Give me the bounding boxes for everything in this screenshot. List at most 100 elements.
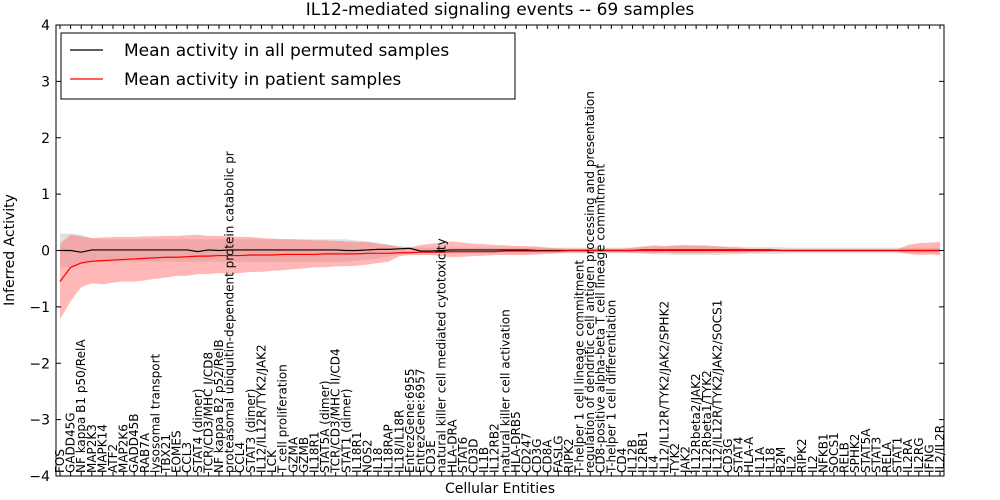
x-axis-label: Cellular Entities	[445, 481, 555, 497]
category-label: IL12B	[626, 439, 640, 473]
category-label: CCL4	[233, 442, 247, 473]
category-label: STAT5A (dimer)	[318, 380, 332, 473]
y-tick-label: 0	[41, 244, 50, 260]
category-label: CD4	[615, 448, 629, 473]
category-label: CD3G	[530, 438, 544, 473]
category-label: RIPK2	[795, 438, 809, 473]
category-label: GADD45G	[64, 412, 78, 473]
y-tick-label: −1	[29, 300, 50, 316]
category-label: lysosomal transport	[148, 353, 162, 473]
category-label: IL12RB2	[488, 423, 502, 473]
category-label: JAK2	[679, 446, 693, 474]
y-tick-label: 2	[41, 131, 50, 147]
y-tick-label: 3	[41, 74, 50, 90]
category-label: SPHK2	[848, 434, 862, 473]
category-label: IL1B	[477, 447, 491, 473]
y-tick-label: −4	[29, 469, 50, 485]
chart-title: IL12-mediated signaling events -- 69 sam…	[306, 0, 695, 20]
category-label: IL18	[371, 448, 385, 474]
category-label: IL12Rbeta2/JAK2	[689, 373, 703, 473]
category-label: RAB7A	[138, 432, 152, 473]
y-tick-label: 4	[41, 18, 50, 34]
category-label: RELA	[880, 441, 894, 473]
y-axis-label: Inferred Activity	[2, 194, 18, 306]
category-label: IL18R1	[307, 432, 321, 473]
category-label: NOS2	[360, 439, 374, 473]
category-label: IL2	[806, 455, 820, 473]
category-label: STAT1 (dimer)	[339, 389, 353, 473]
category-label: CD3D	[466, 439, 480, 474]
category-label: IL2RG	[912, 438, 926, 474]
category-label: IL12/IL12R/TYK2/JAK2/SPHK2	[657, 301, 671, 473]
category-label: TBX21	[159, 434, 173, 474]
category-label: NF kappa B2 p52/RelB	[212, 339, 226, 473]
category-label: MAPK14	[95, 424, 109, 473]
category-label: EntrezGene:6957	[413, 369, 427, 474]
category-label: IL18RAP	[382, 424, 396, 473]
category-label: CD8A	[541, 439, 555, 473]
category-label: ATF2	[106, 444, 120, 473]
y-axis: −4 −3 −2 −1 0 1 2 3 4	[29, 18, 944, 485]
category-label: IL18/IL18R	[392, 410, 406, 473]
category-label: RIPK2	[562, 438, 576, 473]
legend-box	[60, 32, 516, 100]
y-tick-label: −2	[29, 356, 50, 372]
category-label: IL12/IL12R/TYK2/JAK2/SOCS1	[710, 300, 724, 473]
category-label: regulation of dendritic cell antigen pro…	[583, 91, 597, 473]
category-label: natural killer cell activation	[498, 309, 512, 473]
category-label: SOCS1	[827, 432, 841, 473]
category-label: STAT4	[732, 437, 746, 473]
category-label: IL2/IL2R	[933, 425, 947, 473]
category-label: HLA-A	[742, 436, 756, 473]
y-tick-label: 1	[41, 187, 50, 203]
category-label: HLA-DRA	[445, 419, 459, 473]
category-label: T-helper 1 cell differentiation	[604, 300, 618, 474]
category-label: MAP2K6	[117, 424, 131, 473]
category-label: IL2RA	[901, 438, 915, 473]
category-label: IL18R1	[350, 432, 364, 473]
category-label: TCR/CD3/MHC I/CD8	[201, 352, 215, 474]
category-label: B2M	[774, 447, 788, 473]
legend-label-permuted: Mean activity in all permuted samples	[124, 41, 449, 61]
category-label: CD8-positive alpha-beta T cell lineage c…	[594, 164, 608, 473]
category-label: STAT3	[869, 437, 883, 473]
category-label: IFNG	[922, 444, 936, 473]
category-label: CCL3	[180, 442, 194, 473]
category-label: RELB	[838, 442, 852, 473]
category-label: IL2RB1	[636, 431, 650, 473]
category-label: STAT4 (dimer)	[191, 389, 205, 473]
category-label: GZMB	[297, 437, 311, 473]
series-line-patient	[59, 249, 940, 282]
category-label: T cell proliferation	[276, 364, 290, 474]
category-label: IL12/IL12R/TYK2/JAK2	[254, 344, 268, 473]
confidence-bands	[60, 233, 940, 320]
category-label: IL4	[647, 455, 661, 473]
category-label: HLA-DRB5	[509, 411, 523, 473]
category-label: IL12Rbeta1/TYK2	[700, 370, 714, 473]
category-label: GADD45B	[127, 414, 141, 474]
category-label: T-helper 1 cell lineage commitment	[573, 260, 587, 474]
category-label: NF kappa B1 p50/RelA	[74, 339, 88, 473]
category-label: MAP2K3	[85, 424, 99, 473]
category-label: TCR/CD3/MHC II/CD4	[329, 348, 343, 474]
category-label: CD3G	[721, 438, 735, 473]
band-patient	[60, 234, 940, 320]
category-label: STAT6	[456, 437, 470, 473]
category-label: LCK	[265, 449, 279, 473]
category-label: IL1A	[753, 446, 767, 473]
category-label: NFKB1	[816, 433, 830, 473]
category-label: EOMES	[170, 430, 184, 473]
category-label: STAT3 (dimer)	[244, 389, 258, 473]
legend: Mean activity in all permuted samples Me…	[60, 32, 516, 100]
y-tick-label: −3	[29, 413, 50, 429]
category-label: natural killer cell mediated cytotoxicit…	[435, 238, 449, 473]
category-label: STAT5A	[859, 428, 873, 473]
category-label: GZMA	[286, 436, 300, 473]
category-label: proteasomal ubiquitin-dependent protein …	[223, 151, 237, 473]
category-label: IL18	[763, 448, 777, 474]
category-label: IL2	[785, 455, 799, 473]
category-label: CD3E	[424, 440, 438, 473]
category-label: CD247	[520, 432, 534, 473]
